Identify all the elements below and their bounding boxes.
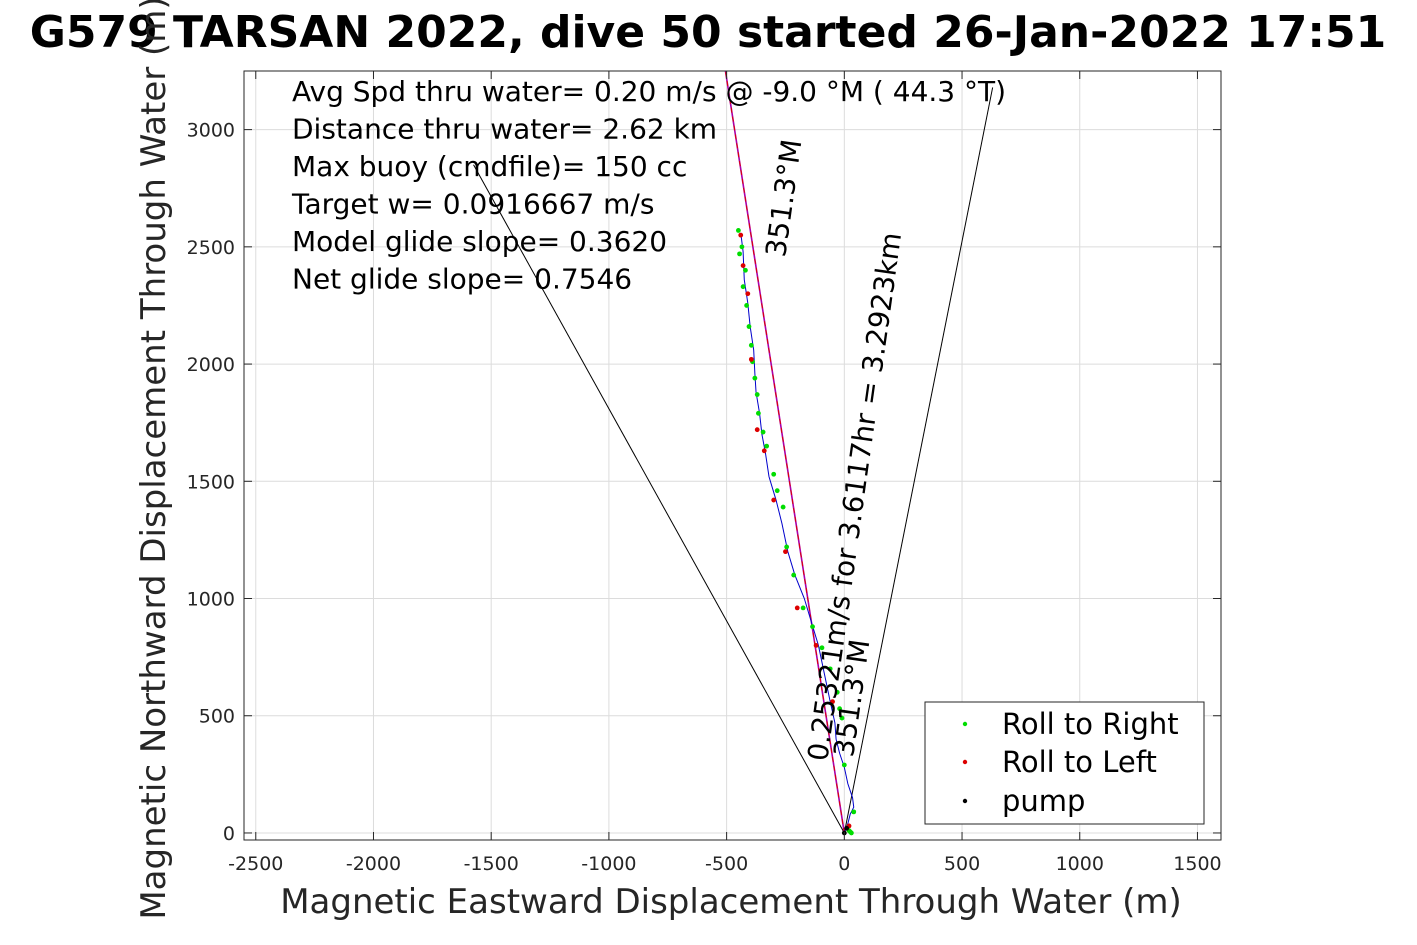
point-roll-left (738, 232, 744, 238)
y-tick-label: 1000 (187, 589, 235, 611)
y-axis-label: Magnetic Northward Displacement Through … (134, 0, 174, 920)
point-roll-right (810, 624, 815, 630)
point-roll-right (744, 303, 750, 308)
point-roll-right (839, 715, 845, 721)
y-tick-label: 2000 (187, 354, 235, 376)
annotation-line: Max buoy (cmdfile)= 150 cc (292, 150, 687, 183)
point-roll-left (748, 356, 754, 362)
point-roll-right (837, 706, 843, 712)
point-pump (844, 825, 850, 831)
point-roll-right (851, 809, 857, 815)
legend-label-roll-left: Roll to Left (1002, 745, 1157, 779)
point-roll-right (784, 544, 790, 550)
point-roll-left (754, 427, 760, 433)
point-roll-left (813, 643, 819, 648)
point-roll-right (752, 375, 758, 381)
legend-marker-roll-left (962, 759, 968, 765)
point-roll-left (740, 263, 746, 268)
x-tick-label: 0 (838, 853, 850, 875)
legend: Roll to Right Roll to Left pump (924, 701, 1205, 825)
point-roll-right (743, 267, 748, 273)
x-tick-label: 500 (944, 853, 980, 875)
annotation-block: Avg Spd thru water= 0.20 m/s @ -9.0 °M (… (291, 75, 1006, 296)
legend-marker-pump (962, 798, 968, 804)
y-tick-label: 0 (223, 823, 235, 845)
point-roll-right (764, 443, 770, 449)
x-tick-label: 1500 (1173, 853, 1221, 875)
x-axis-label: Magnetic Eastward Displacement Through W… (280, 882, 1182, 922)
point-roll-right (834, 689, 840, 695)
point-roll-right (771, 471, 777, 477)
point-roll-right (735, 228, 741, 233)
x-tick-label: -500 (705, 853, 748, 875)
point-roll-right (760, 429, 766, 435)
point-roll-right (754, 392, 760, 397)
plot-frame (243, 70, 1222, 841)
chart-title: G579 TARSAN 2022, dive 50 started 26-Jan… (30, 7, 1386, 58)
point-roll-right (746, 324, 752, 329)
point-roll-right (739, 244, 745, 250)
point-roll-right (780, 504, 786, 510)
point-roll-left (830, 699, 835, 705)
x-tick-label: 1000 (1056, 853, 1104, 875)
point-roll-right (740, 284, 746, 290)
reference-line (473, 164, 845, 834)
point-roll-left (783, 549, 788, 555)
y-tick-label: 3000 (187, 120, 235, 142)
annotation-line: Target w= 0.0916667 m/s (291, 188, 654, 221)
point-roll-right (755, 410, 761, 416)
point-roll-left (761, 448, 767, 454)
y-tick-label: 2500 (187, 237, 235, 259)
point-roll-right (847, 829, 853, 835)
point-roll-left (794, 605, 800, 611)
y-tick-label: 1500 (187, 471, 235, 493)
annotation-line: Distance thru water= 2.62 km (292, 113, 717, 146)
annotation-line: Avg Spd thru water= 0.20 m/s @ -9.0 °M (… (292, 75, 1006, 108)
x-tick-label: -2500 (228, 853, 283, 875)
x-tick-label: -2000 (346, 853, 401, 875)
y-tick-label: 500 (199, 706, 235, 728)
point-roll-right (800, 605, 806, 611)
point-roll-right (791, 572, 797, 578)
axis-ticks: -2500 -2000 -1500 -1000 -500 0 500 1000 1500 0 500… (187, 71, 1222, 875)
legend-box (924, 701, 1205, 825)
annotation-line: Net glide slope= 0.7546 (292, 263, 632, 296)
point-roll-right (748, 342, 754, 348)
x-tick-label: -1500 (464, 853, 519, 875)
point-roll-right (737, 251, 742, 257)
point-roll-left (771, 497, 777, 503)
point-roll-right (774, 488, 780, 494)
reference-line (843, 87, 994, 834)
point-roll-right (819, 645, 825, 651)
legend-marker-roll-right (962, 721, 968, 727)
x-tick-label: -1000 (581, 853, 636, 875)
legend-label-roll-right: Roll to Right (1002, 707, 1179, 741)
annotation-line: Model glide slope= 0.3620 (292, 225, 667, 258)
point-roll-right (827, 666, 833, 672)
legend-label-pump: pump (1002, 784, 1085, 818)
plot-marks (473, 70, 994, 836)
point-roll-left (745, 291, 751, 297)
point-roll-right (841, 762, 847, 768)
heading-line-dashed (724, 70, 845, 834)
